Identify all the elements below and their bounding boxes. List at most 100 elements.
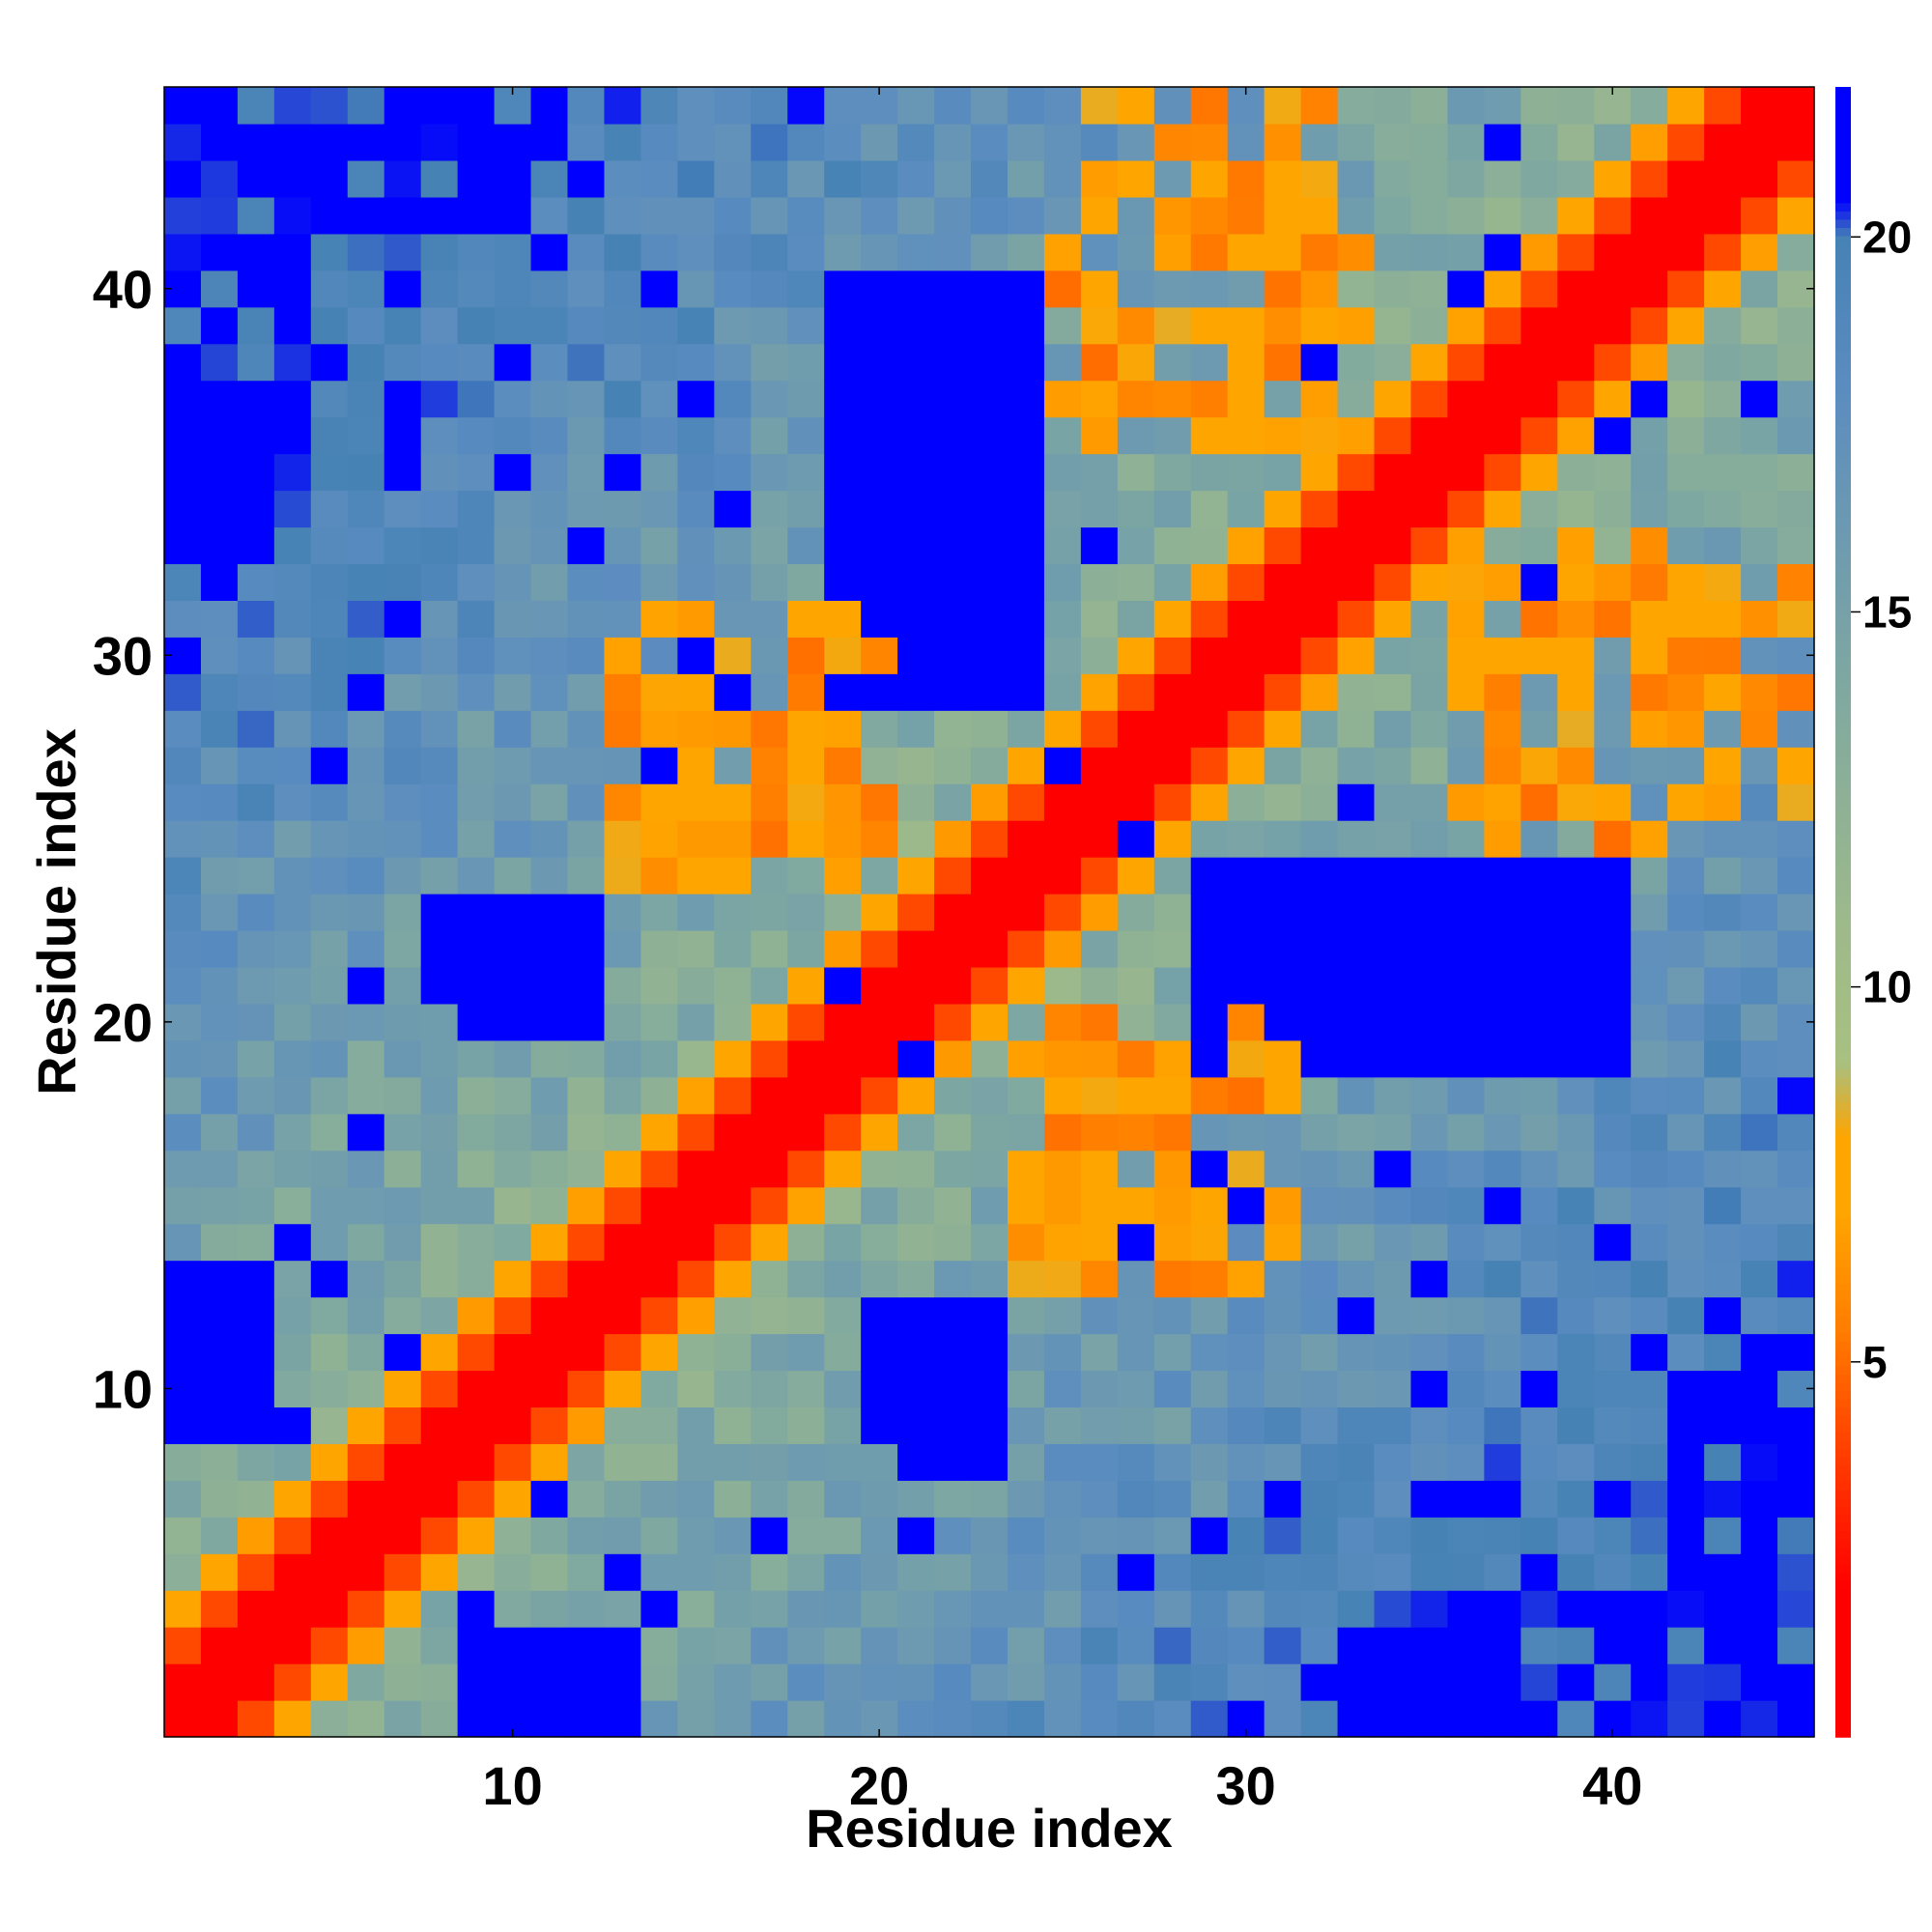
heatmap-cell [1557,747,1595,784]
heatmap-cell [1007,233,1045,271]
heatmap-cell [1557,563,1595,601]
heatmap-cell [273,929,312,968]
heatmap-cell [530,600,569,638]
heatmap-cell [640,123,678,161]
heatmap-cell [1520,526,1558,565]
heatmap-cell [1557,123,1595,161]
heatmap-cell [861,123,898,161]
heatmap-cell [1117,1627,1155,1664]
heatmap-cell [824,894,862,931]
heatmap-cell [1043,1296,1082,1335]
heatmap-cell [1190,563,1229,601]
heatmap-cell [1337,710,1376,748]
heatmap-cell [1741,1333,1778,1372]
heatmap-cell [384,710,422,748]
colorbar-segment [1835,1258,1851,1268]
colorbar-segment [1835,1521,1851,1532]
heatmap-cell [1153,1296,1192,1335]
heatmap-cell [971,270,1009,308]
colorbar-segment [1835,87,1851,97]
heatmap-cell [567,820,606,858]
heatmap-cell [1484,1517,1521,1554]
heatmap-cell [897,196,935,235]
heatmap-cell [164,857,202,895]
colorbar-segment [1835,318,1851,327]
heatmap-cell [347,1553,385,1591]
heatmap-cell [1704,673,1742,711]
heatmap-cell [420,783,459,821]
heatmap-cell [384,416,422,455]
heatmap-cell [640,1186,678,1225]
heatmap-cell [1520,710,1558,748]
heatmap-cell [420,490,459,528]
heatmap-cell [530,637,569,674]
heatmap-cell [457,857,496,895]
heatmap-cell [200,820,239,858]
heatmap-cell [1117,416,1155,455]
heatmap-cell [861,747,898,784]
heatmap-cell [1741,1223,1778,1262]
colorbar-segment [1835,672,1851,682]
heatmap-cell [1704,1223,1742,1262]
heatmap-cell [457,1296,496,1335]
heatmap-cell [273,1039,312,1078]
heatmap-cell [677,1370,715,1407]
heatmap-cell [971,123,1009,161]
heatmap-cell [200,87,239,125]
heatmap-cell [1594,1223,1632,1262]
colorbar-segment [1835,227,1851,237]
heatmap-cell [1704,1590,1742,1628]
heatmap-cell [457,1590,496,1628]
heatmap-cell [1557,1333,1595,1372]
heatmap-cell [824,1003,862,1041]
heatmap-cell [1080,1003,1119,1041]
heatmap-cell [1007,87,1045,125]
heatmap-cell [1704,1480,1742,1518]
heatmap-cell [714,1260,752,1298]
colorbar-segment [1835,384,1851,393]
heatmap-cell [273,637,312,674]
heatmap-cell [604,1627,642,1664]
heatmap-cell [567,637,606,674]
heatmap-cell [1704,123,1742,161]
heatmap-cell [457,196,496,235]
heatmap-cell [677,343,715,382]
heatmap-cell [897,747,935,784]
heatmap-cell [1667,747,1705,784]
heatmap-cell [1777,1553,1815,1591]
heatmap-cell [310,1627,349,1664]
heatmap-cell [1594,159,1632,198]
heatmap-cell [530,490,569,528]
heatmap-cell [1007,600,1045,638]
heatmap-cell [604,929,642,968]
heatmap-cell [604,1296,642,1335]
heatmap-cell [1447,343,1485,382]
heatmap-cell [751,929,788,968]
heatmap-cell [1117,306,1155,345]
heatmap-cell [934,929,972,968]
heatmap-cell [1337,673,1376,711]
heatmap-cell [677,196,715,235]
heatmap-cell [971,343,1009,382]
heatmap-cell [824,1627,862,1664]
heatmap-cell [677,600,715,638]
heatmap-cell [1741,1076,1778,1115]
heatmap-cell [1043,1553,1082,1591]
heatmap-cell [1337,196,1376,235]
heatmap-cell [751,1370,788,1407]
heatmap-cell [1374,1553,1412,1591]
heatmap-cell [420,1700,459,1738]
colorbar-segment [1835,391,1851,402]
heatmap-cell [1704,563,1742,601]
heatmap-cell [1374,1406,1412,1444]
heatmap-cell [1557,1627,1595,1664]
heatmap-cell [1557,1113,1595,1151]
heatmap-cell [384,820,422,858]
heatmap-cell [1043,380,1082,418]
heatmap-cell [1227,857,1265,895]
heatmap-cell [861,526,898,565]
heatmap-cell [1520,1223,1558,1262]
colorbar-segment [1835,153,1851,162]
heatmap-cell [751,1443,788,1481]
colorbar-segment [1835,771,1851,781]
